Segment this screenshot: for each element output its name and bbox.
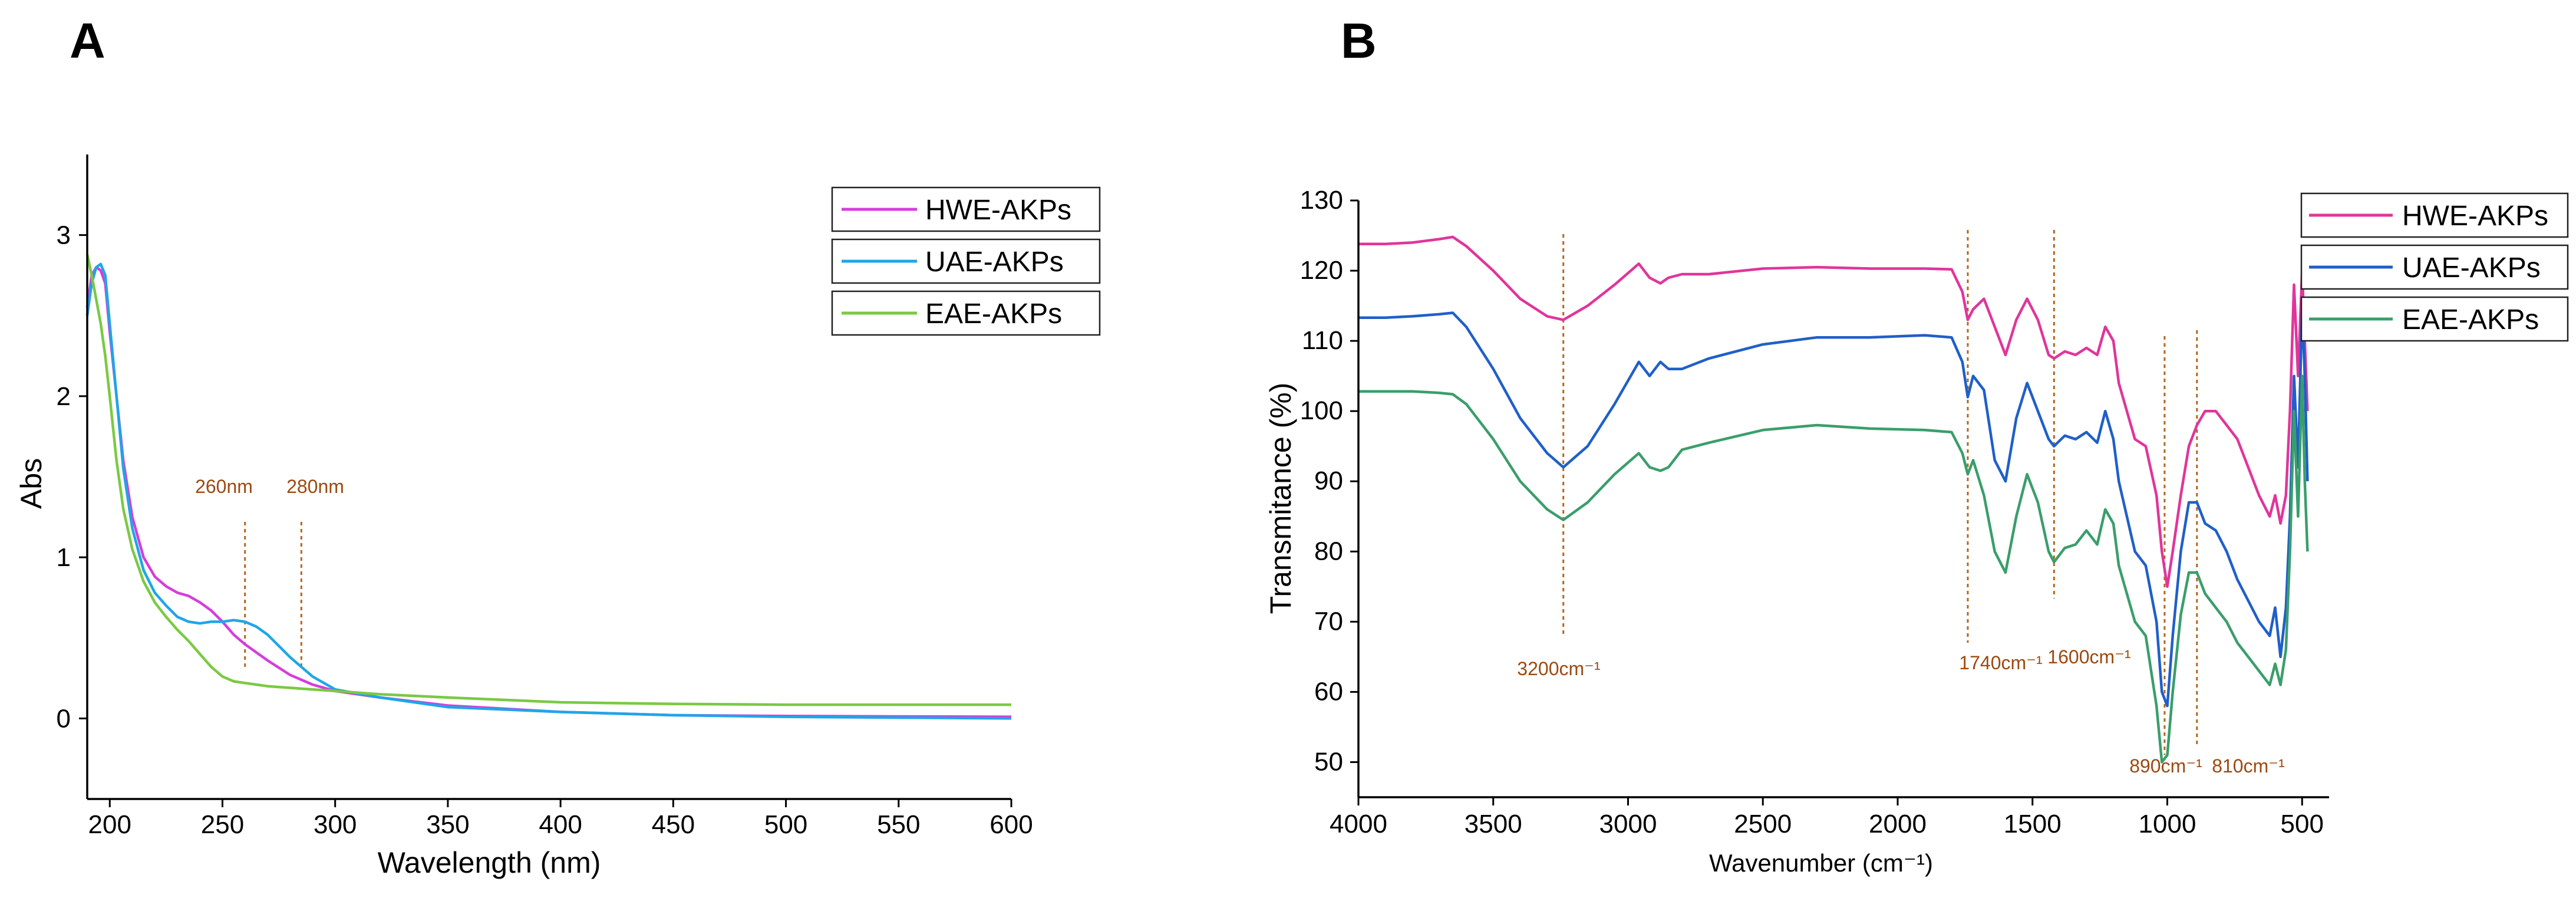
panel-b-x-tick-label: 2000 <box>1869 810 1927 838</box>
panel-b: B 4000 3500 3000 2500 2000 1500 1000 500 50 60 70… <box>1264 13 2569 877</box>
panel-b-y-tick-label: 100 <box>1300 396 1343 425</box>
panel-b-x-tick-label: 1500 <box>2004 810 2062 838</box>
panel-b-y-tick-label: 120 <box>1300 256 1343 285</box>
panel-b-x-tick-label: 2500 <box>1734 810 1792 838</box>
panel-b-x-tick-label: 1000 <box>2139 810 2196 838</box>
panel-b-annotation-890cm: 890cm⁻¹ <box>2129 755 2202 777</box>
panel-b-x-tick-label: 3500 <box>1465 810 1522 838</box>
panel-b-x-tick-label: 500 <box>2281 810 2324 838</box>
panel-a-label: A <box>70 13 105 68</box>
panel-a-y-title: Abs <box>15 458 48 509</box>
panel-a-x-tick-label: 600 <box>989 810 1033 839</box>
panel-a-annotation-260nm: 260nm <box>195 476 253 497</box>
panel-b-annotation-labels: 3200cm⁻¹ 1740cm⁻¹ 1600cm⁻¹ 890cm⁻¹ 810cm⁻¹ <box>1517 646 2284 777</box>
panel-a-x-title: Wavelength (nm) <box>378 846 601 879</box>
panel-b-x-tick-label: 4000 <box>1330 810 1387 838</box>
panel-a-annotation-lines <box>244 522 302 670</box>
panel-b-y-tick-label: 110 <box>1302 326 1343 355</box>
panel-a: A 200 250 300 350 400 450 500 550 600 0 1 2 3 260nm… <box>15 13 1101 879</box>
panel-a-series <box>85 254 1012 720</box>
panel-b-x-ticks: 4000 3500 3000 2500 2000 1500 1000 500 <box>1330 797 2324 838</box>
panel-b-y-ticks: 50 60 70 80 90 100 110 120 130 <box>1300 186 1358 776</box>
panel-a-series-uae-akps <box>85 262 1012 720</box>
panel-b-series <box>1358 235 2309 764</box>
panel-b-x-title: Wavenumber (cm⁻¹) <box>1709 849 1933 877</box>
panel-b-annotation-1740cm: 1740cm⁻¹ <box>1959 652 2042 673</box>
panel-b-y-tick-label: 70 <box>1314 607 1343 636</box>
panel-a-legend-label-eae-akps: EAE-AKPs <box>925 298 1062 330</box>
panel-a-y-tick-label: 0 <box>57 704 71 733</box>
panel-b-legend-label-eae-akps: EAE-AKPs <box>2402 304 2539 336</box>
panel-b-label: B <box>1341 13 1377 68</box>
panel-a-annotation-280nm: 280nm <box>286 476 344 497</box>
panel-a-legend-label-hwe-akps: HWE-AKPs <box>925 195 1071 226</box>
panel-b-y-tick-label: 50 <box>1314 747 1343 776</box>
panel-b-legend: HWE-AKPs UAE-AKPs EAE-AKPs <box>2300 192 2569 342</box>
panel-b-legend-label-uae-akps: UAE-AKPs <box>2402 252 2541 284</box>
panel-b-y-tick-label: 80 <box>1314 537 1343 565</box>
panel-b-annotation-810cm: 810cm⁻¹ <box>2212 755 2285 777</box>
panel-b-y-tick-label: 130 <box>1300 186 1343 215</box>
panel-b-series-eae-akps <box>1358 374 2309 764</box>
panel-a-y-tick-label: 3 <box>57 221 71 250</box>
panel-a-x-tick-label: 300 <box>314 810 357 839</box>
panel-b-annotation-1600cm: 1600cm⁻¹ <box>2047 646 2130 667</box>
panel-a-annotation-labels: 260nm 280nm <box>195 476 344 497</box>
panel-a-y-tick-label: 2 <box>57 382 71 411</box>
panel-a-x-tick-label: 500 <box>764 810 807 839</box>
panel-b-y-title: Transmitance (%) <box>1264 383 1297 614</box>
panel-a-x-ticks: 200 250 300 350 400 450 500 550 600 <box>88 799 1033 839</box>
panel-b-annotation-3200cm: 3200cm⁻¹ <box>1517 658 1600 679</box>
panel-a-x-tick-label: 350 <box>426 810 469 839</box>
panel-a-y-tick-label: 1 <box>57 543 71 572</box>
panel-b-legend-label-hwe-akps: HWE-AKPs <box>2402 200 2548 232</box>
panel-a-x-tick-label: 400 <box>539 810 582 839</box>
panel-b-series-hwe-akps <box>1358 235 2309 588</box>
panel-a-x-tick-label: 450 <box>652 810 695 839</box>
panel-b-annotation-lines <box>1562 230 2198 755</box>
panel-a-x-tick-label: 200 <box>88 810 131 839</box>
panel-a-x-tick-label: 550 <box>877 810 920 839</box>
panel-a-legend-label-uae-akps: UAE-AKPs <box>925 246 1064 278</box>
panel-b-y-tick-label: 90 <box>1314 466 1343 495</box>
panel-a-x-tick-label: 250 <box>201 810 244 839</box>
panel-b-y-tick-label: 60 <box>1314 677 1343 706</box>
panel-a-series-eae-akps <box>85 254 1011 706</box>
panel-a-y-ticks: 0 1 2 3 <box>57 221 87 733</box>
panel-a-legend: HWE-AKPs UAE-AKPs EAE-AKPs <box>831 186 1101 336</box>
panel-b-x-tick-label: 3000 <box>1599 810 1657 838</box>
panel-b-series-uae-akps <box>1358 304 2309 708</box>
